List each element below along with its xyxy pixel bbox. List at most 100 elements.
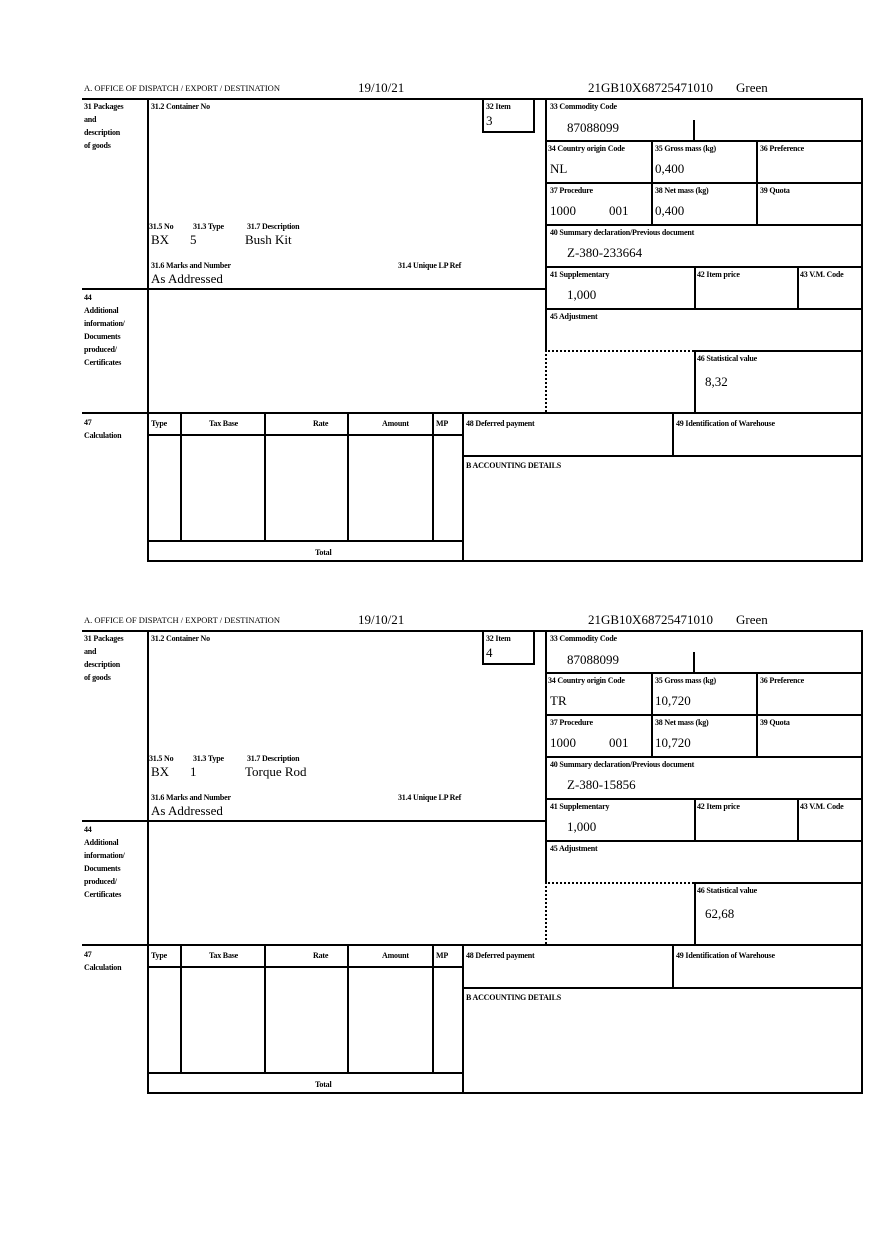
- rule-line: [797, 798, 799, 842]
- rule-line: [82, 944, 861, 946]
- summary-declaration-value: Z-380-233664: [567, 245, 643, 260]
- country-origin-label: 34 Country origin Code: [548, 676, 625, 685]
- statistical-value-label: 46 Statistical value: [697, 354, 757, 363]
- rule-line: [545, 182, 861, 184]
- rule-line: [694, 882, 696, 946]
- calc-column-header: Amount: [382, 951, 409, 960]
- rule-line: [462, 455, 861, 457]
- rule-line: [82, 288, 545, 290]
- rule-line: [694, 350, 696, 414]
- rule-line: [861, 98, 863, 562]
- declaration-reference: 21GB10X68725471010: [588, 612, 713, 627]
- procedure-value: 1000: [550, 203, 576, 218]
- net-mass-label: 38 Net mass (kg): [655, 186, 709, 195]
- additional-info-label: Documents: [84, 332, 121, 341]
- rule-line: [672, 944, 674, 989]
- rule-line: [432, 944, 434, 1074]
- additional-info-label: 44: [84, 825, 92, 834]
- additional-info-label: information/: [84, 851, 125, 860]
- calc-column-header: Type: [151, 951, 167, 960]
- additional-info-label: 44: [84, 293, 92, 302]
- quota-label: 39 Quota: [760, 718, 790, 727]
- supplementary-label: 41 Supplementary: [550, 270, 610, 279]
- item-label: 32 Item: [486, 634, 511, 643]
- country-origin-value: NL: [550, 161, 568, 176]
- rule-line: [482, 98, 484, 133]
- packages-label: 31 Packages: [84, 634, 124, 643]
- procedure-label: 37 Procedure: [550, 718, 593, 727]
- rule-line: [797, 266, 799, 310]
- item-price-label: 42 Item price: [697, 270, 740, 279]
- rule-line: [432, 412, 434, 542]
- container-no-label: 31.2 Container No: [151, 102, 210, 111]
- rule-line: [147, 1092, 861, 1094]
- supplementary-label: 41 Supplementary: [550, 802, 610, 811]
- rule-line: [545, 98, 547, 352]
- rule-line: [694, 350, 861, 352]
- packages-label: of goods: [84, 141, 111, 150]
- route-colour: Green: [736, 612, 768, 627]
- rule-line: [694, 798, 696, 842]
- preference-label: 36 Preference: [760, 144, 804, 153]
- package-no-value: BX: [151, 764, 170, 779]
- warehouse-label: 49 Identification of Warehouse: [676, 419, 775, 428]
- calculation-label: 47: [84, 950, 92, 959]
- package-type-value: 5: [190, 232, 197, 247]
- packages-label: and: [84, 647, 97, 656]
- calc-column-header: Type: [151, 419, 167, 428]
- procedure-value: 1000: [550, 735, 576, 750]
- rule-line: [462, 987, 861, 989]
- rule-line: [651, 672, 653, 758]
- dotted-line: [545, 882, 547, 944]
- statistical-value: 8,32: [705, 374, 728, 389]
- container-no-label: 31.2 Container No: [151, 634, 210, 643]
- rule-line: [147, 630, 149, 1094]
- rule-line: [693, 120, 695, 142]
- description-label: 31.7 Description: [247, 754, 300, 763]
- rule-line: [462, 412, 464, 562]
- additional-info-label: Certificates: [84, 890, 122, 899]
- supplementary-value: 1,000: [567, 819, 597, 834]
- vm-code-label: 43 V.M. Code: [800, 802, 844, 811]
- calc-column-header: Rate: [313, 419, 329, 428]
- description-value: Torque Rod: [245, 764, 307, 779]
- rule-line: [347, 944, 349, 1074]
- rule-line: [147, 560, 861, 562]
- quota-label: 39 Quota: [760, 186, 790, 195]
- rule-line: [147, 98, 149, 562]
- item-price-label: 42 Item price: [697, 802, 740, 811]
- procedure-label: 37 Procedure: [550, 186, 593, 195]
- total-label: Total: [315, 548, 332, 557]
- marks-label: 31.6 Marks and Number: [151, 261, 231, 270]
- rule-line: [545, 714, 861, 716]
- description-value: Bush Kit: [245, 232, 292, 247]
- rule-line: [82, 820, 545, 822]
- rule-line: [694, 882, 861, 884]
- route-colour: Green: [736, 80, 768, 95]
- rule-line: [482, 663, 533, 665]
- rule-line: [545, 798, 861, 800]
- summary-declaration-value: Z-380-15856: [567, 777, 636, 792]
- statistical-value-label: 46 Statistical value: [697, 886, 757, 895]
- package-no-value: BX: [151, 232, 170, 247]
- rule-line: [147, 966, 462, 968]
- dotted-line: [545, 882, 694, 884]
- summary-declaration-label: 40 Summary declaration/Previous document: [550, 228, 695, 237]
- rule-line: [756, 672, 758, 758]
- packages-label: description: [84, 128, 121, 137]
- office-heading: A. OFFICE OF DISPATCH / EXPORT / DESTINA…: [84, 615, 280, 625]
- rule-line: [264, 412, 266, 542]
- statistical-value: 62,68: [705, 906, 735, 921]
- calculation-label: 47: [84, 418, 92, 427]
- supplementary-value: 1,000: [567, 287, 597, 302]
- rule-line: [693, 652, 695, 674]
- rule-line: [545, 308, 861, 310]
- rule-line: [180, 944, 182, 1074]
- description-label: 31.7 Description: [247, 222, 300, 231]
- dotted-line: [545, 350, 694, 352]
- rule-line: [694, 266, 696, 310]
- rule-line: [533, 98, 535, 133]
- rule-line: [82, 630, 861, 632]
- declaration-item-form: A. OFFICE OF DISPATCH / EXPORT / DESTINA…: [0, 612, 882, 1102]
- rule-line: [147, 1072, 462, 1074]
